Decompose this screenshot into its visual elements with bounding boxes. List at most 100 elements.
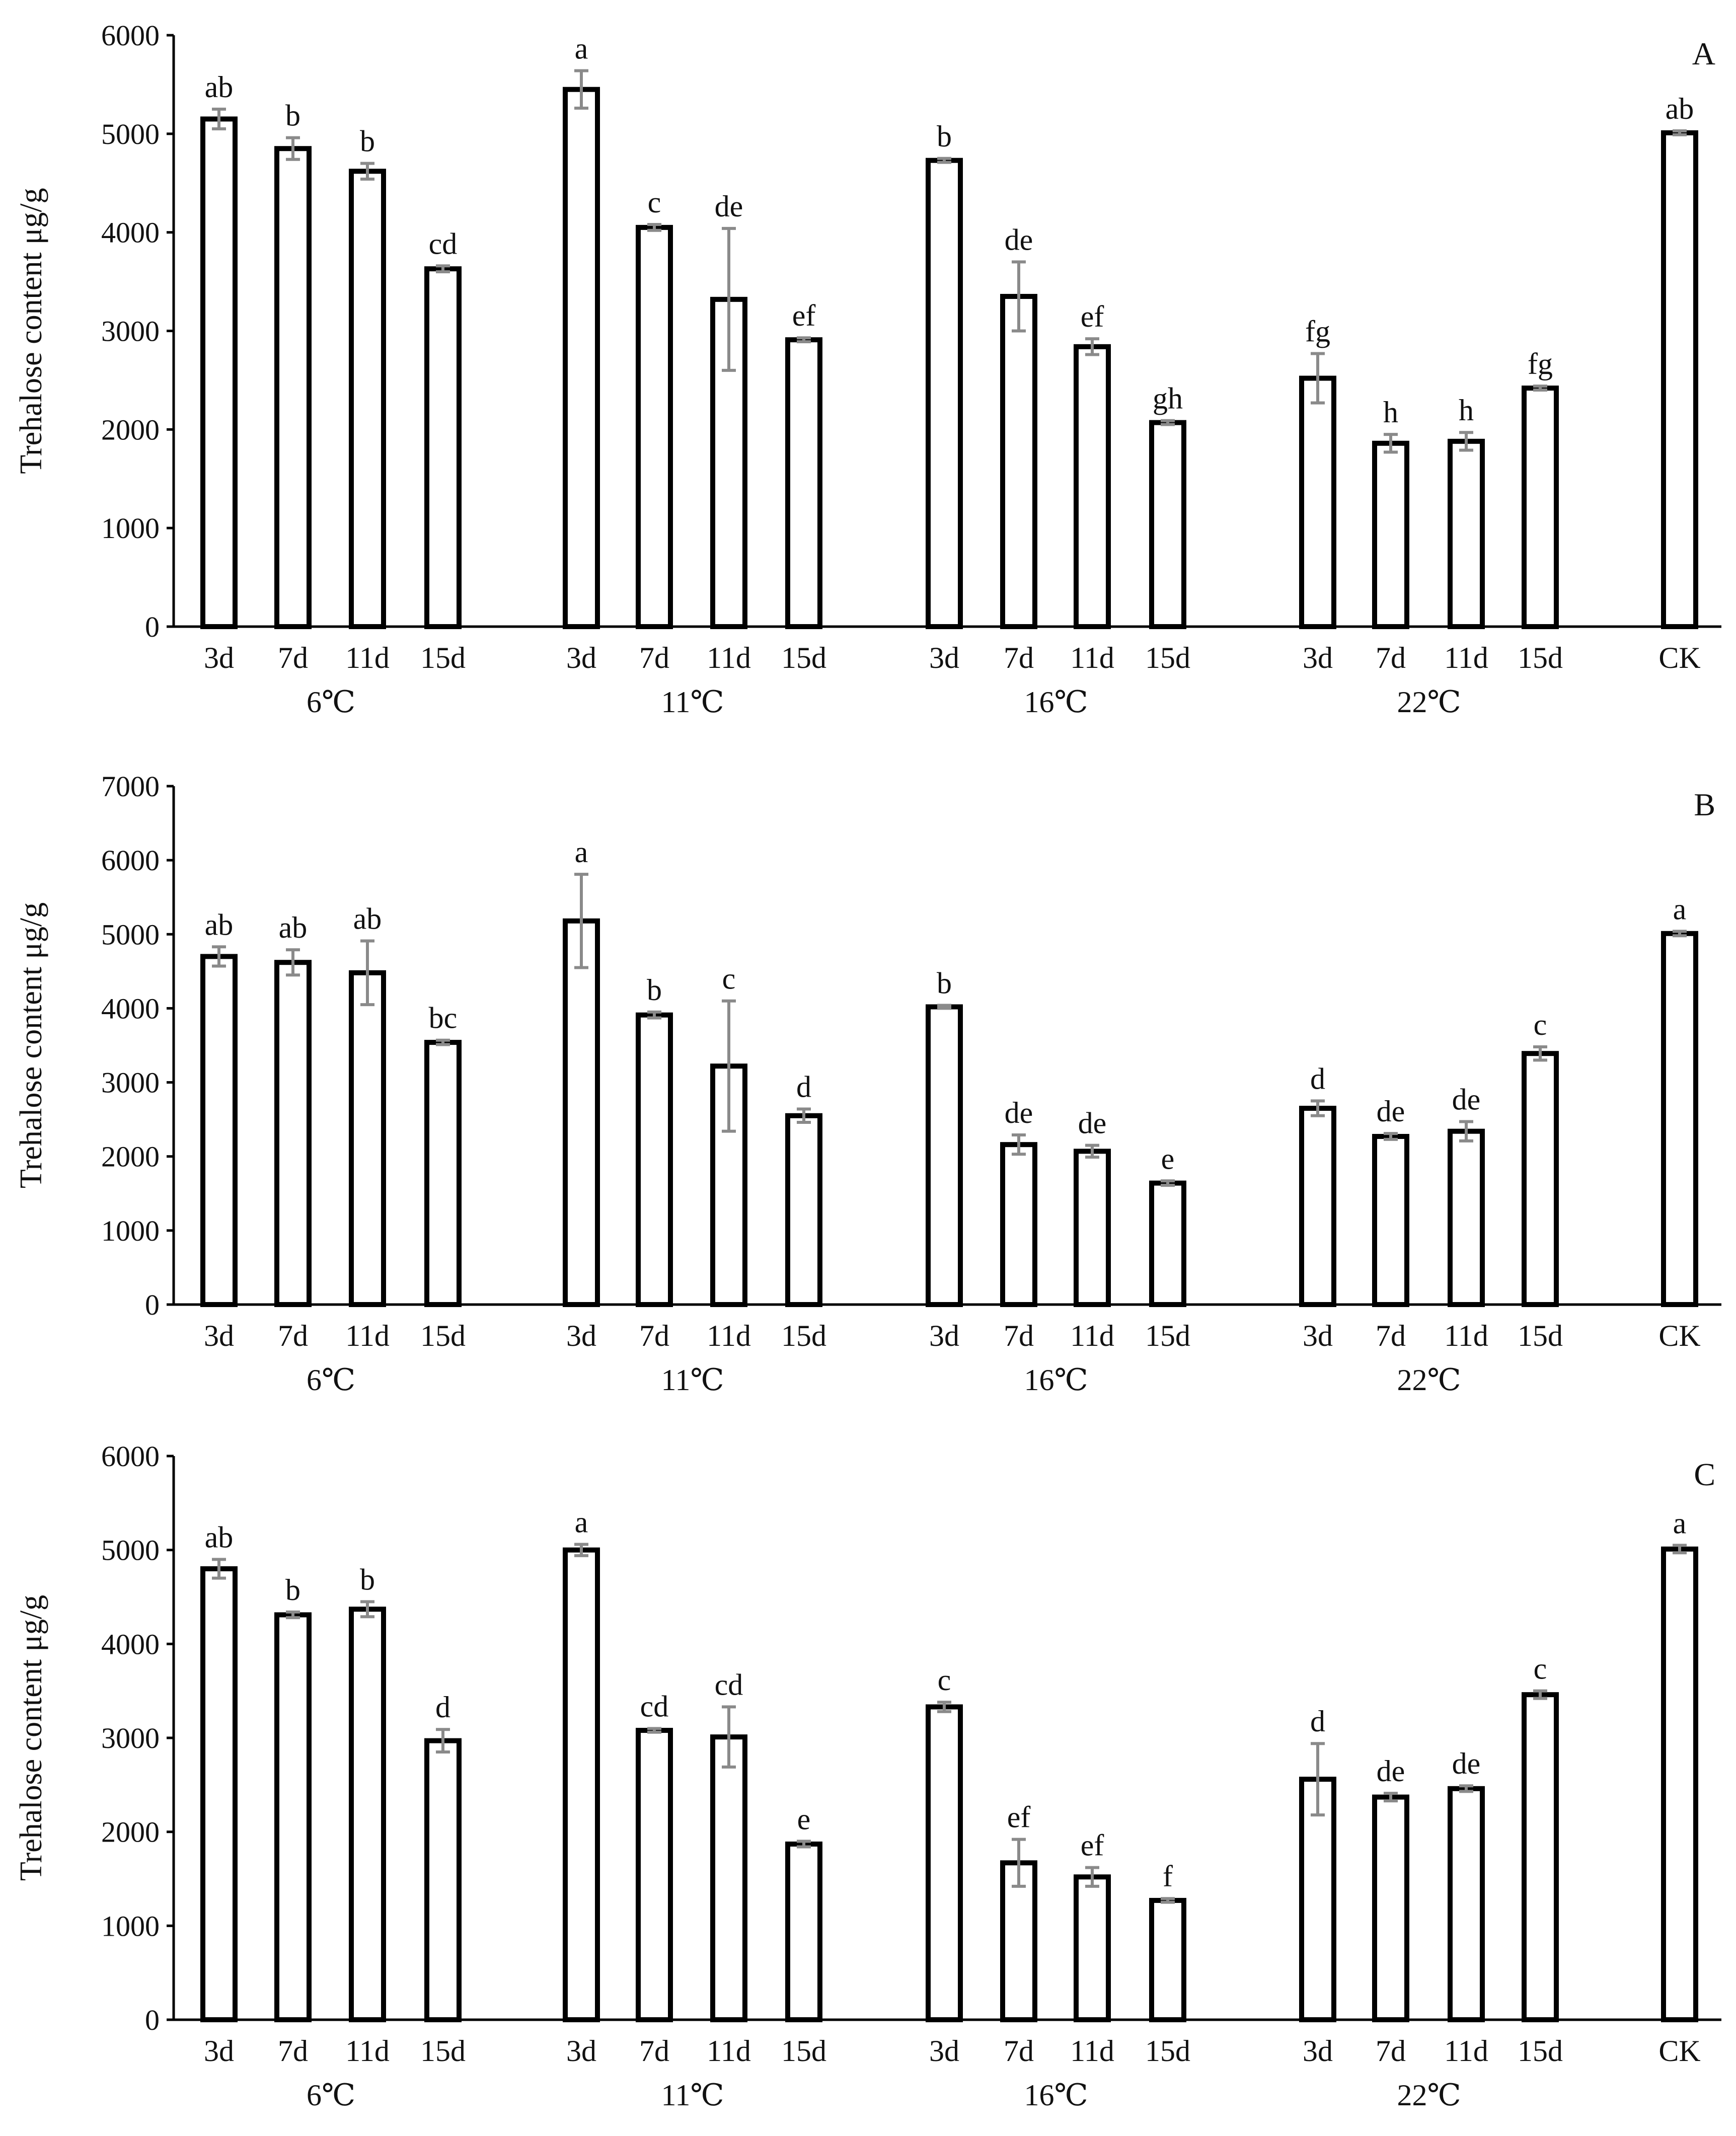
bar — [636, 1012, 673, 1307]
significance-letter: h — [1459, 394, 1474, 427]
significance-letter: a — [575, 1505, 588, 1539]
significance-letter: de — [1377, 1095, 1405, 1128]
significance-letter: ef — [1007, 1801, 1031, 1834]
significance-letter: b — [360, 1563, 375, 1596]
chart-panel-A: 0 1000 2000 3000 4000 5000 6000 Trehalose conte… — [14, 19, 1721, 719]
significance-letter: ef — [792, 299, 816, 332]
significance-letter: bc — [429, 1002, 458, 1035]
significance-letter: f — [1163, 1860, 1173, 1893]
x-category-label: 15d — [1145, 2034, 1190, 2068]
y-tick-label: 6000 — [101, 844, 160, 877]
bar — [1522, 386, 1559, 629]
y-tick-label: 2000 — [101, 413, 160, 446]
bar — [563, 918, 600, 1308]
significance-letter: de — [715, 190, 743, 223]
bar — [424, 1738, 462, 2023]
y-tick-label: 3000 — [101, 1722, 160, 1754]
x-category-label: 15d — [1145, 1319, 1190, 1352]
significance-letter: gh — [1153, 382, 1183, 415]
significance-letter: a — [575, 835, 588, 869]
x-category-label: CK — [1658, 2034, 1700, 2068]
y-tick-label: 2000 — [101, 1140, 160, 1173]
significance-letter: d — [1310, 1705, 1325, 1738]
significance-letter: cd — [640, 1690, 669, 1723]
x-category-label: 7d — [1004, 2034, 1034, 2068]
significance-letter: ab — [279, 911, 308, 944]
x-category-label: 11d — [1070, 2034, 1114, 2068]
bar — [785, 337, 822, 629]
bar — [1000, 1860, 1037, 2022]
y-axis-title: Trehalose content μg/g — [14, 188, 48, 474]
y-tick-label: 0 — [145, 2004, 160, 2036]
x-category-label: 11d — [1444, 1319, 1488, 1352]
y-tick-label: 4000 — [101, 1628, 160, 1660]
x-category-label: 7d — [278, 2034, 308, 2068]
y-tick-label: 5000 — [101, 1534, 160, 1567]
y-tick-label: 0 — [145, 611, 160, 643]
y-tick-label: 5000 — [101, 118, 160, 150]
y-axis-title: Trehalose content μg/g — [14, 1595, 48, 1881]
chart-panel-C: 0 1000 2000 3000 4000 5000 6000 Trehalose conte… — [14, 1440, 1721, 2112]
panel-label: A — [1692, 36, 1715, 71]
y-tick-label: 6000 — [101, 19, 160, 52]
significance-letter: a — [1673, 1506, 1687, 1540]
x-category-label: 3d — [204, 2034, 234, 2068]
significance-letter: c — [648, 186, 661, 219]
y-tick-label: 3000 — [101, 1066, 160, 1099]
bar — [1661, 130, 1698, 629]
x-category-label: 15d — [1518, 641, 1563, 674]
significance-letter: cd — [429, 227, 458, 260]
x-category-label: 11d — [345, 641, 390, 674]
bar — [1661, 1546, 1698, 2023]
bar — [424, 1040, 462, 1307]
panel-label: C — [1694, 1457, 1715, 1492]
x-category-label: 3d — [1303, 1319, 1333, 1352]
y-tick-label: 4000 — [101, 992, 160, 1025]
x-category-label: 7d — [1004, 1319, 1034, 1352]
bar — [1661, 931, 1698, 1308]
x-category-label: 11d — [1070, 641, 1114, 674]
bar — [785, 1841, 822, 2023]
significance-letter: de — [1005, 1096, 1033, 1129]
x-category-label: 7d — [1004, 641, 1034, 674]
bar — [1522, 1051, 1559, 1308]
y-tick-label: 7000 — [101, 770, 160, 803]
x-category-label: 15d — [781, 1319, 826, 1352]
significance-letter: b — [937, 967, 952, 1000]
x-category-label: 3d — [566, 2034, 596, 2068]
bar — [710, 1734, 747, 2022]
temperature-group-label: 6℃ — [307, 1363, 355, 1397]
bar — [349, 970, 386, 1308]
x-category-label: 11d — [1444, 2034, 1488, 2068]
y-tick-label: 5000 — [101, 918, 160, 951]
significance-letter: ab — [353, 902, 382, 936]
y-axis-title: Trehalose content μg/g — [14, 902, 48, 1188]
x-category-label: CK — [1658, 641, 1700, 674]
bar — [926, 1004, 963, 1307]
temperature-group-label: 16℃ — [1024, 1363, 1088, 1397]
x-category-label: 11d — [1444, 641, 1488, 674]
bar — [1299, 1777, 1336, 2022]
bar — [1149, 1180, 1186, 1308]
bar — [274, 146, 312, 630]
bar — [349, 169, 386, 629]
significance-letter: b — [285, 99, 300, 132]
x-category-label: 7d — [1376, 641, 1406, 674]
bar — [274, 1612, 312, 2022]
significance-letter: h — [1383, 396, 1398, 429]
temperature-group-label: 6℃ — [307, 685, 355, 719]
chart-panel-B: 0 1000 2000 3000 4000 5000 6000 7000 Trehalose c… — [14, 770, 1721, 1397]
bar — [200, 1566, 238, 2022]
y-tick-label: 6000 — [101, 1440, 160, 1473]
x-category-label: 3d — [929, 2034, 959, 2068]
temperature-group-label: 16℃ — [1024, 685, 1088, 719]
significance-letter: cd — [715, 1668, 743, 1701]
significance-letter: d — [796, 1071, 811, 1104]
bar — [424, 266, 462, 629]
significance-letter: b — [937, 120, 952, 153]
x-category-label: 15d — [1518, 2034, 1563, 2068]
temperature-group-label: 22℃ — [1397, 2079, 1461, 2112]
significance-letter: d — [435, 1691, 450, 1724]
bar — [1074, 1874, 1111, 2022]
